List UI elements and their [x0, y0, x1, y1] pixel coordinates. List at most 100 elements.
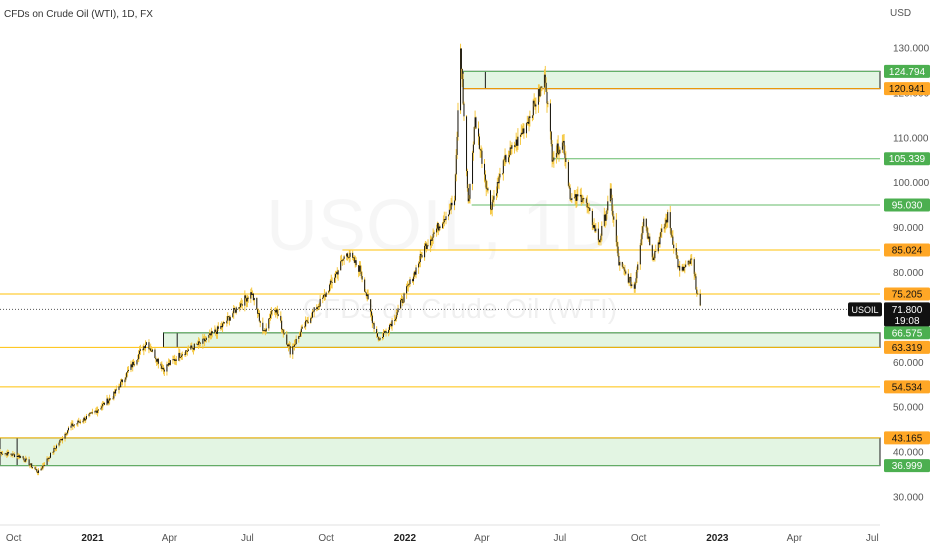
- candle-body: [522, 128, 524, 134]
- candle-body: [286, 334, 288, 345]
- candle-body: [379, 338, 381, 340]
- candle-body: [22, 456, 24, 459]
- candle-body: [533, 100, 535, 104]
- candle-body: [611, 198, 613, 211]
- price-label-text: 36.999: [892, 461, 923, 472]
- candle-body: [643, 218, 645, 227]
- candle-body: [649, 236, 651, 246]
- candle-body: [48, 457, 50, 460]
- candle-body: [360, 271, 362, 277]
- candle-body: [461, 68, 463, 80]
- candle-body: [59, 439, 61, 443]
- candle-body: [55, 445, 57, 449]
- candle-body: [604, 214, 606, 221]
- price-label-bg: [884, 64, 930, 78]
- candle-body: [305, 320, 307, 327]
- candle-body: [519, 134, 521, 137]
- candle-body: [442, 222, 444, 224]
- candle-body: [697, 293, 699, 295]
- candle-body: [454, 174, 456, 201]
- candle-body: [372, 322, 374, 324]
- candle-body: [605, 213, 607, 221]
- candle-body: [55, 448, 57, 450]
- candle-body: [179, 352, 181, 358]
- candle-body: [691, 258, 693, 260]
- candle-body: [334, 277, 336, 283]
- candle-body: [377, 336, 379, 340]
- candle-body: [270, 311, 272, 315]
- candle-body: [312, 311, 314, 313]
- candle-body: [346, 253, 348, 257]
- candle-body: [325, 292, 327, 297]
- candle-body: [222, 323, 224, 328]
- candle-body: [203, 338, 205, 340]
- candle-body: [510, 147, 512, 149]
- candle-body: [139, 350, 141, 355]
- candle-body: [353, 257, 355, 259]
- candle-body: [569, 187, 571, 200]
- candle-body: [11, 454, 13, 456]
- candle-body: [496, 181, 498, 194]
- candle-body: [223, 322, 225, 324]
- price-label-text: 85.024: [892, 245, 923, 256]
- candle-body: [556, 143, 558, 154]
- candle-body: [323, 294, 325, 298]
- candle-body: [115, 389, 117, 391]
- candle-body: [373, 323, 375, 330]
- candle-body: [240, 303, 242, 308]
- candle-body: [432, 234, 434, 238]
- candle-body: [156, 359, 158, 362]
- price-label-bg: [884, 198, 930, 212]
- candle-body: [687, 260, 689, 265]
- candle-body: [287, 344, 289, 347]
- candle-body: [298, 336, 300, 339]
- candle-body: [138, 354, 140, 360]
- price-label-text: 66.575: [892, 328, 923, 339]
- candle-body: [403, 293, 405, 303]
- candle-body: [575, 194, 577, 201]
- candle-body: [415, 267, 417, 275]
- candle-body: [389, 323, 391, 325]
- candle-body: [580, 194, 582, 203]
- candle-body: [336, 272, 338, 275]
- candle-body: [547, 103, 549, 105]
- price-label-orange: 43.165: [884, 431, 930, 445]
- candle-body: [450, 202, 452, 210]
- candle-body: [2, 453, 4, 455]
- y-tick-label: 130.000: [893, 43, 930, 54]
- candle-body: [587, 207, 589, 208]
- candle-body: [376, 329, 378, 334]
- candle-body: [667, 212, 669, 223]
- candle-body: [673, 244, 675, 249]
- candle-body: [558, 153, 560, 155]
- candle-body: [577, 194, 579, 197]
- candle-body: [654, 251, 656, 259]
- candle-body: [10, 453, 12, 455]
- candle-body: [73, 424, 75, 426]
- candle-body: [437, 223, 439, 231]
- zone-0: [462, 70, 881, 90]
- candle-body: [127, 369, 129, 372]
- candle-body: [103, 402, 105, 404]
- candle-body: [113, 391, 115, 399]
- candle-body: [535, 104, 537, 107]
- supply-demand-zones: [0, 70, 881, 467]
- candle-body: [665, 219, 667, 224]
- candle-body: [215, 329, 217, 332]
- candle-body: [642, 226, 644, 233]
- candle-body: [229, 317, 231, 321]
- candle-body: [258, 313, 260, 322]
- x-tick-label: Jul: [866, 533, 879, 544]
- candle-body: [664, 223, 666, 227]
- candle-body: [77, 420, 79, 424]
- candle-body: [157, 358, 159, 362]
- candle-body: [466, 116, 468, 172]
- candle-body: [460, 48, 462, 111]
- candle-body: [328, 291, 330, 293]
- candle-body: [695, 276, 697, 290]
- candle-body: [693, 259, 695, 274]
- candle-body: [509, 147, 511, 155]
- candle-body: [283, 333, 285, 335]
